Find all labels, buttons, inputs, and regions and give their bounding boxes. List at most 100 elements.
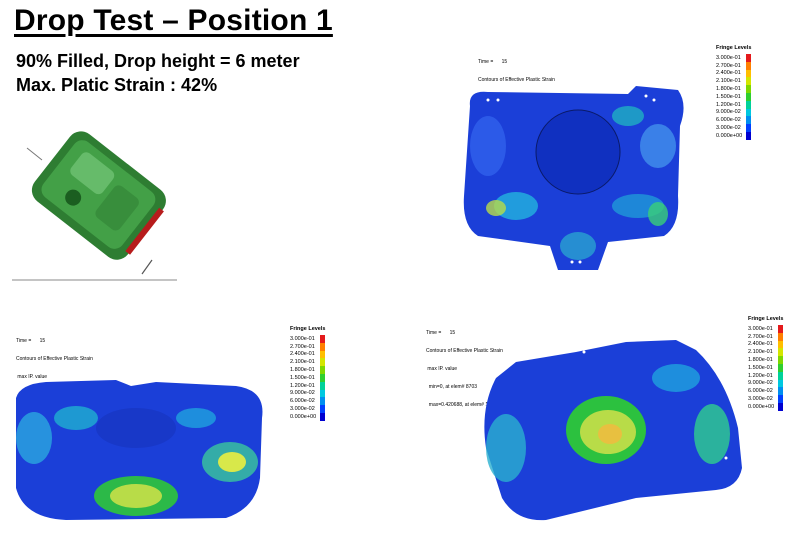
fringe-level-row: 6.000e-02 [748,387,783,396]
fringe-level-row: 3.000e-01 [290,335,325,343]
fringe-level-value: 3.000e-02 [716,125,741,132]
slide-title: Drop Test – Position 1 [14,4,333,37]
fringe-level-row: 1.200e-01 [748,371,783,380]
fringe-level-value: 2.100e-01 [290,359,315,366]
fringe-level-row: 3.000e-02 [716,124,751,132]
fringe-level-value: 1.800e-01 [748,357,773,364]
fringe-level-value: 1.800e-01 [290,367,315,374]
strain-contour-bottom-left [16,380,263,520]
fringe-title: Fringe Levels [716,45,752,51]
fringe-color-swatch [778,356,783,364]
strain-contour-top-right [463,86,684,270]
fringe-level-row: 6.000e-02 [716,116,751,125]
fringe-color-swatch [320,335,325,343]
fringe-level-value: 3.000e-01 [748,325,773,332]
fringe-title: Fringe Levels [290,326,326,332]
fringe-level-row: 1.800e-01 [290,366,325,374]
fringe-level-row: 0.000e+00 [748,402,783,411]
fringe-color-swatch [746,85,751,93]
fringe-level-value: 1.200e-01 [290,382,315,389]
fringe-legend-top-right: Fringe Levels 3.000e-01 2.700e-01 2.400e-0… [716,45,751,140]
fringe-color-swatch [320,373,325,382]
fringe-color-swatch [746,124,751,132]
fringe-level-value: 2.700e-01 [716,62,741,69]
fringe-level-value: 6.000e-02 [716,117,741,124]
fringe-legend-bottom-left: Fringe Levels 3.000e-01 2.700e-01 2.400e-0… [290,326,325,421]
result-info-bottom-right: Time = 15 Contours of Effective Plastic … [426,330,503,408]
fringe-level-row: 6.000e-02 [290,397,325,406]
fringe-level-row: 2.100e-01 [748,348,783,357]
fringe-legend-bottom-right: Fringe Levels 3.000e-01 2.700e-01 2.400e-0… [748,316,783,411]
fringe-level-value: 1.200e-01 [716,101,741,108]
fringe-color-swatch [320,412,325,421]
fringe-level-row: 0.000e+00 [716,131,751,140]
fringe-level-row: 1.200e-01 [716,100,751,109]
fringe-level-row: 2.400e-01 [716,69,751,78]
fringe-color-swatch [778,371,783,380]
fringe-level-value: 2.700e-01 [290,343,315,350]
fringe-level-value: 9.000e-02 [290,390,315,397]
fringe-color-swatch [320,405,325,413]
fringe-level-row: 3.000e-01 [716,54,751,62]
fringe-level-row: 3.000e-02 [748,395,783,403]
fringe-color-swatch [320,397,325,406]
fringe-color-swatch [778,348,783,357]
fringe-level-value: 2.100e-01 [748,349,773,356]
fringe-level-value: 3.000e-01 [290,335,315,342]
fringe-level-value: 1.500e-01 [716,93,741,100]
fringe-color-swatch [778,402,783,411]
fringe-level-row: 9.000e-02 [290,389,325,398]
drop-description: 90% Filled, Drop height = 6 meter [16,51,300,71]
fringe-color-swatch [778,379,783,388]
fringe-color-swatch [778,340,783,349]
fringe-level-value: 1.500e-01 [748,364,773,371]
fringe-level-row: 9.000e-02 [716,108,751,117]
fringe-level-value: 9.000e-02 [748,380,773,387]
fringe-level-row: 3.000e-02 [290,405,325,413]
fringe-level-value: 3.000e-02 [290,406,315,413]
fringe-color-swatch [320,389,325,398]
fringe-level-row: 2.700e-01 [716,61,751,70]
tank-3d-model [12,131,177,281]
fringe-color-swatch [778,363,783,372]
fringe-color-swatch [746,61,751,70]
fringe-level-row: 2.700e-01 [748,332,783,341]
fringe-color-swatch [778,325,783,333]
fringe-level-value: 0.000e+00 [716,132,743,139]
fringe-level-value: 6.000e-02 [290,398,315,405]
fringe-color-swatch [746,100,751,109]
fringe-color-swatch [320,358,325,367]
fringe-level-value: 0.000e+00 [748,403,775,410]
fringe-level-row: 1.500e-01 [748,363,783,372]
fringe-color-swatch [746,69,751,78]
fringe-level-row: 2.700e-01 [290,342,325,351]
fringe-title: Fringe Levels [748,316,784,322]
fringe-color-swatch [320,350,325,359]
fringe-level-value: 3.000e-01 [716,54,741,61]
fringe-level-value: 2.400e-01 [716,70,741,77]
fringe-color-swatch [746,54,751,62]
fringe-level-row: 1.500e-01 [716,92,751,101]
fringe-color-swatch [746,116,751,125]
fringe-level-value: 1.200e-01 [748,372,773,379]
fringe-level-value: 2.700e-01 [748,333,773,340]
fringe-level-row: 9.000e-02 [748,379,783,388]
fringe-color-swatch [320,381,325,390]
fringe-level-row: 1.500e-01 [290,373,325,382]
strain-contour-bottom-right [484,340,742,521]
fringe-color-swatch [778,387,783,396]
fringe-color-swatch [778,332,783,341]
fringe-level-value: 1.800e-01 [716,86,741,93]
fringe-color-swatch [746,77,751,86]
fringe-level-row: 1.200e-01 [290,381,325,390]
fringe-level-value: 3.000e-02 [748,396,773,403]
max-strain-label: Max. Platic Strain : 42% [16,75,218,95]
fringe-level-row: 2.400e-01 [290,350,325,359]
fringe-level-row: 2.400e-01 [748,340,783,349]
fringe-level-value: 1.500e-01 [290,374,315,381]
fringe-color-swatch [778,395,783,403]
fringe-level-row: 1.800e-01 [748,356,783,364]
fringe-color-swatch [746,108,751,117]
fringe-color-swatch [746,92,751,101]
fringe-level-value: 6.000e-02 [748,388,773,395]
